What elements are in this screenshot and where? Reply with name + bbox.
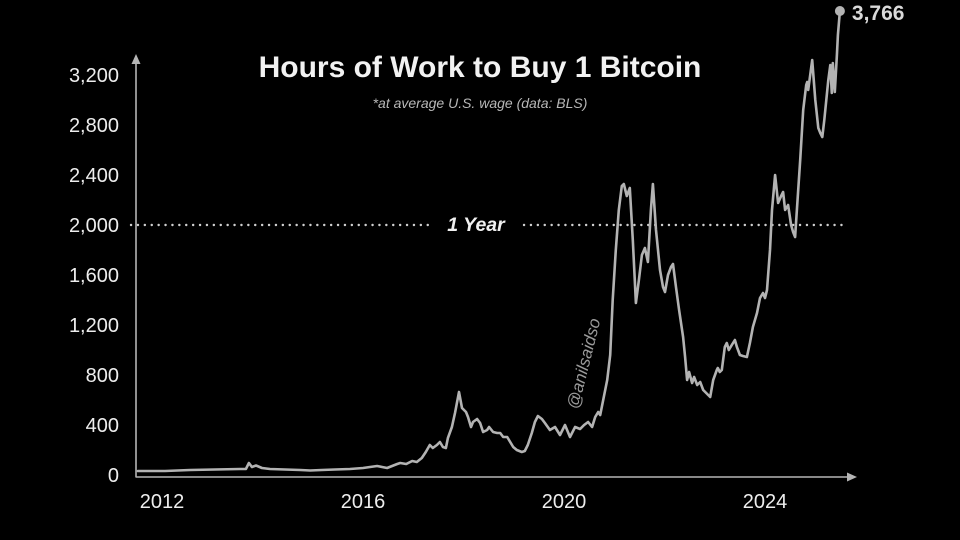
- y-tick-label: 2,000: [69, 215, 119, 237]
- chart-title: Hours of Work to Buy 1 Bitcoin: [258, 51, 702, 84]
- x-tick-label: 2016: [341, 491, 386, 513]
- endpoint-value-label: 3,766: [852, 2, 905, 25]
- x-tick-label: 2020: [542, 491, 587, 513]
- y-tick-label: 2,800: [69, 115, 119, 137]
- y-tick-labels: 0 400 800 1,200 1,600 2,000 2,400 2,800 3,200: [69, 65, 119, 487]
- y-tick-label: 0: [108, 465, 119, 487]
- x-tick-labels: 2012 2016 2020 2024: [140, 491, 788, 513]
- y-tick-label: 3,200: [69, 65, 119, 87]
- y-tick-label: 2,400: [69, 165, 119, 187]
- y-tick-label: 1,200: [69, 315, 119, 337]
- x-axis-arrow-icon: [847, 472, 857, 482]
- series-line: [136, 9, 842, 473]
- x-axis: [136, 472, 857, 482]
- endpoint-dot: [834, 6, 845, 16]
- y-tick-label: 1,600: [69, 265, 119, 287]
- y-tick-label: 800: [86, 365, 119, 387]
- watermark-text: @anilsaidso: [563, 316, 604, 411]
- x-tick-label: 2024: [743, 491, 788, 513]
- y-axis: [131, 54, 141, 478]
- threshold-label: 1 Year: [447, 214, 506, 236]
- chart-subtitle: *at average U.S. wage (data: BLS): [372, 95, 588, 111]
- y-axis-arrow-icon: [131, 54, 141, 64]
- y-tick-label: 400: [86, 415, 119, 437]
- x-tick-label: 2012: [140, 491, 185, 513]
